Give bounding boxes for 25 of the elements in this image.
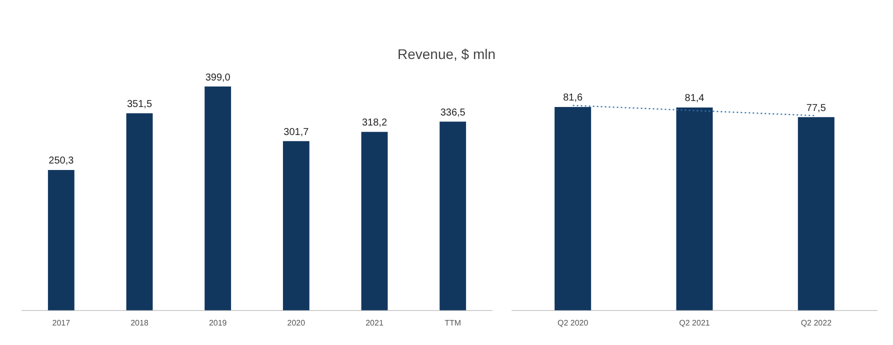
data-label: 77,5 — [806, 102, 826, 114]
data-label: 336,5 — [440, 107, 466, 118]
x-tick-label: Q2 2022 — [800, 318, 832, 328]
chart-title: Revenue, $ mln — [397, 46, 496, 64]
data-label: 318,2 — [362, 118, 388, 129]
data-label: 250,3 — [48, 156, 74, 167]
x-tick-label: 2018 — [130, 318, 149, 328]
x-tick-label: 2019 — [208, 318, 228, 328]
x-tick-label: Q2 2020 — [557, 318, 589, 328]
bar — [126, 113, 153, 310]
data-label: 81,4 — [684, 93, 705, 104]
bar — [282, 141, 310, 310]
x-tick-label: Q2 2021 — [679, 318, 710, 328]
bar — [440, 122, 466, 310]
bar — [48, 170, 74, 310]
bar — [204, 86, 232, 310]
data-label: 351,5 — [126, 98, 152, 110]
data-label: 301,7 — [284, 126, 310, 138]
x-tick-label: 2020 — [287, 318, 306, 328]
data-label: 81,6 — [563, 92, 583, 104]
data-label: 399,0 — [205, 72, 231, 84]
x-tick-label: TTM — [444, 318, 462, 328]
x-tick-label: 2017 — [52, 318, 71, 328]
x-tick-label: 2021 — [366, 318, 384, 328]
bar — [361, 132, 388, 310]
